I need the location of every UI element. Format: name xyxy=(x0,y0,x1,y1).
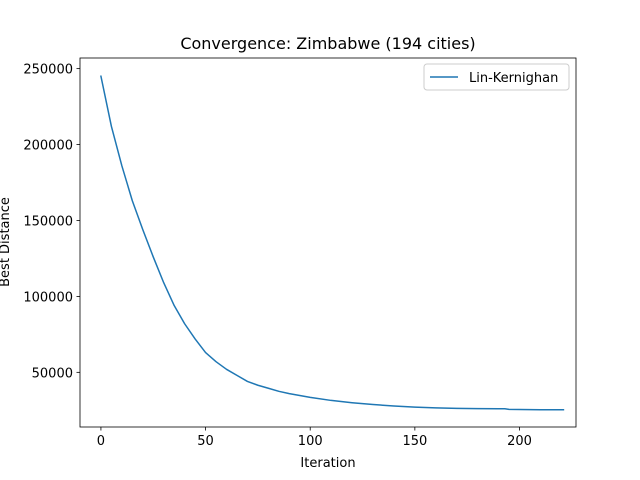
x-tick-label: 100 xyxy=(298,434,323,449)
x-tick-label: 200 xyxy=(507,434,532,449)
axes-frame xyxy=(79,57,577,428)
y-tick-label: 100000 xyxy=(23,290,73,305)
series-line-0 xyxy=(100,75,565,411)
y-tick-label: 50000 xyxy=(32,366,73,381)
legend-label-0: Lin-Kernighan xyxy=(469,71,558,86)
legend: Lin-Kernighan xyxy=(423,63,570,91)
y-tick-label: 200000 xyxy=(23,139,73,154)
plot-area xyxy=(100,75,565,411)
chart-title: Convergence: Zimbabwe (194 cities) xyxy=(180,34,475,53)
y-axis-label: Best Distance xyxy=(0,197,13,287)
y-tick-label: 150000 xyxy=(23,214,73,229)
x-axis-label: Iteration xyxy=(300,456,355,471)
x-tick-label: 0 xyxy=(97,434,105,449)
legend-box xyxy=(423,63,570,91)
x-tick-label: 50 xyxy=(197,434,214,449)
y-tick-label: 250000 xyxy=(23,63,73,78)
x-tick-label: 150 xyxy=(402,434,427,449)
axes: 0 50 100 150 200 50000 100000 150000 200000 25000… xyxy=(23,57,577,449)
